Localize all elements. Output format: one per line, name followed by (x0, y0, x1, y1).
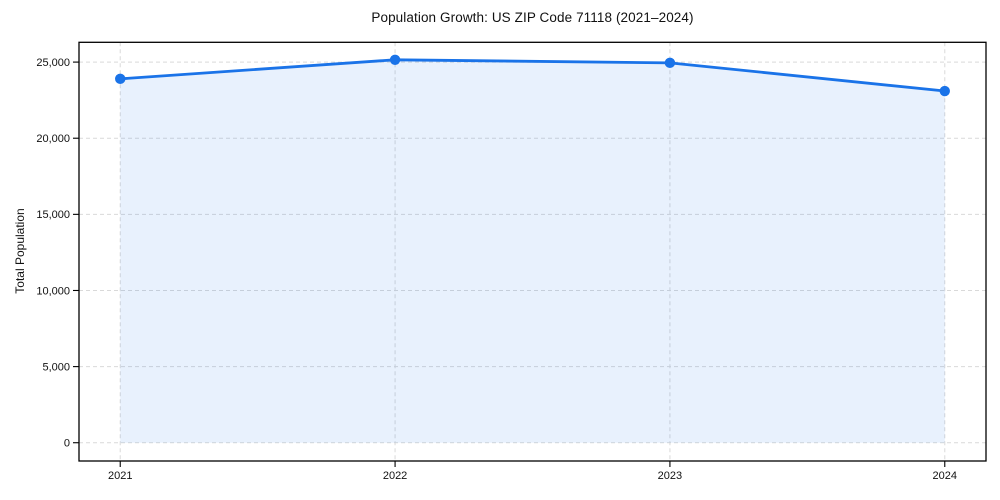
x-tick-label: 2023 (658, 470, 682, 482)
y-tick-label: 20,000 (36, 133, 70, 145)
data-point (939, 85, 950, 97)
data-point (115, 73, 126, 85)
data-point (664, 57, 676, 69)
y-tick-label: 10,000 (36, 285, 70, 297)
x-tick-label: 2022 (383, 470, 407, 482)
x-tick-label: 2024 (933, 470, 957, 482)
x-tick-label: 2021 (108, 470, 132, 482)
population-line (118, 58, 947, 93)
data-point (389, 54, 401, 66)
y-tick-label: 5,000 (42, 361, 70, 373)
chart-title: Population Growth: US ZIP Code 71118 (20… (371, 10, 694, 25)
y-tick-label: 15,000 (36, 209, 70, 221)
y-tick-label: 25,000 (36, 57, 70, 69)
y-tick-label: 0 (64, 438, 70, 450)
area-fill (120, 59, 945, 443)
y-axis-label: Total Population (13, 208, 27, 294)
plot-border (78, 41, 987, 462)
